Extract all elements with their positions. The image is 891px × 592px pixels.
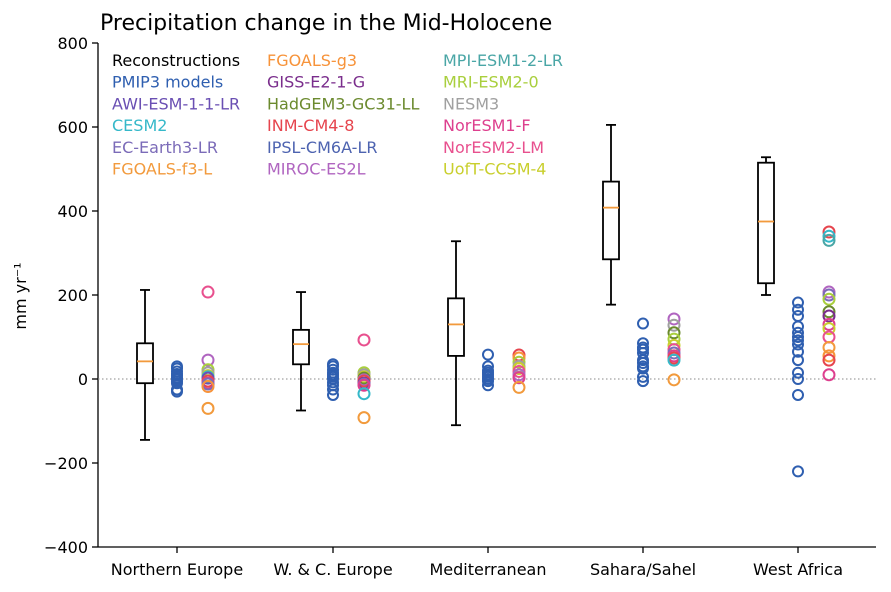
legend-entry: FGOALS-f3-L (112, 160, 212, 179)
pmip3-point (482, 348, 494, 361)
pmip3-point (792, 354, 804, 367)
pmip3-point (792, 373, 804, 385)
y-tick-label: 200 (57, 286, 88, 305)
pmip4-point (357, 387, 371, 401)
pmip3-point (792, 296, 804, 309)
pmip4-point (667, 353, 681, 367)
pmip4-point (201, 353, 215, 367)
pmip3-point (637, 357, 649, 370)
x-tick-label: Northern Europe (111, 560, 243, 579)
pmip4-point (512, 371, 526, 385)
pmip3-point (792, 338, 804, 351)
pmip3-point (637, 362, 649, 375)
legend-entry: Reconstructions (112, 51, 240, 70)
pmip3-point (171, 385, 183, 398)
pmip3-point (482, 379, 494, 392)
legend-entry: HadGEM3-GC31-LL (267, 94, 419, 113)
x-tick-label: Mediterranean (430, 560, 547, 579)
legend-entry: PMIP3 models (112, 73, 223, 92)
pmip4-point (667, 373, 681, 387)
pmip4-point (667, 312, 681, 326)
y-tick-label: −200 (44, 454, 88, 473)
pmip4-point (822, 292, 836, 306)
pmip3-point (637, 375, 649, 388)
x-tick-label: W. & C. Europe (273, 560, 392, 579)
pmip4-point (822, 309, 836, 323)
pmip3-point (792, 303, 804, 316)
pmip3-point (792, 465, 804, 478)
chart-title: Precipitation change in the Mid-Holocene (100, 11, 552, 36)
pmip4-point (822, 349, 836, 363)
legend-entry: FGOALS-g3 (267, 51, 357, 70)
y-tick-label: 600 (57, 118, 88, 137)
legend-entry: EC-Earth3-LR (112, 138, 218, 157)
pmip4-point (822, 225, 836, 239)
pmip4-point (357, 333, 371, 347)
pmip3-point (792, 366, 804, 379)
pmip4-point (822, 341, 836, 354)
reconstruction-box (757, 161, 775, 285)
pmip4-point (357, 411, 371, 425)
pmip4-point (667, 318, 681, 332)
legend-entry: MIROC-ES2L (267, 160, 366, 179)
legend-entry: INM-CM4-8 (267, 116, 354, 135)
legend-entry: IPSL-CM6A-LR (267, 138, 377, 157)
pmip4-point (512, 355, 526, 369)
pmip3-point (792, 345, 804, 358)
pmip4-point (822, 229, 836, 243)
pmip4-point (201, 401, 215, 415)
pmip3-point (792, 334, 804, 347)
y-tick-label: 800 (57, 34, 88, 53)
pmip4-point (822, 288, 836, 302)
pmip3-point (792, 388, 804, 401)
legend-entry: GISS-E2-1-G (267, 73, 365, 92)
pmip4-point (667, 326, 681, 340)
y-tick-label: 0 (78, 370, 88, 389)
pmip4-point (822, 317, 836, 331)
pmip3-point (792, 310, 804, 322)
x-tick-label: Sahara/Sahel (590, 560, 696, 579)
plot-area: −400 −200 0 200 400 600 800 Northern Europe W. &… (44, 34, 876, 579)
pmip3-point (637, 370, 649, 383)
y-axis-label: mm yr⁻¹ (11, 262, 30, 329)
legend-entry: NESM3 (443, 94, 499, 113)
legend-entry: CESM2 (112, 116, 167, 135)
legend-entry: NorESM1-F (443, 116, 531, 135)
pmip3-point (792, 326, 804, 339)
reconstruction-box (292, 328, 310, 366)
pmip4-point (822, 233, 836, 247)
pmip4-point (512, 380, 526, 394)
legend-entry: MPI-ESM1-2-LR (443, 51, 563, 70)
pmip4-point (201, 285, 215, 299)
pmip4-point (201, 380, 215, 394)
pmip3-point (327, 383, 339, 396)
reconstruction-box (602, 180, 620, 261)
legend-entry: NorESM2-LM (443, 138, 544, 157)
legend-entry: UofT-CCSM-4 (443, 160, 546, 179)
legend: Reconstructions PMIP3 models AWI-ESM-1-1-L… (112, 51, 563, 179)
y-tick-label: 400 (57, 202, 88, 221)
pmip4-point (822, 368, 836, 382)
pmip3-point (482, 375, 494, 388)
pmip3-point (327, 388, 339, 401)
legend-entry: MRI-ESM2-0 (443, 73, 539, 92)
pmip4-point (822, 322, 836, 336)
legend-entry: AWI-ESM-1-1-LR (112, 94, 240, 113)
pmip4-point (357, 378, 371, 392)
y-tick-label: −400 (44, 538, 88, 557)
reconstruction-box (447, 297, 465, 357)
pmip3-point (637, 317, 649, 330)
pmip4-point (822, 353, 836, 367)
pmip4-point (822, 305, 836, 319)
x-tick-label: West Africa (753, 560, 843, 579)
pmip3-point (171, 377, 183, 390)
reconstruction-box (136, 342, 154, 385)
pmip3-point (792, 331, 804, 343)
